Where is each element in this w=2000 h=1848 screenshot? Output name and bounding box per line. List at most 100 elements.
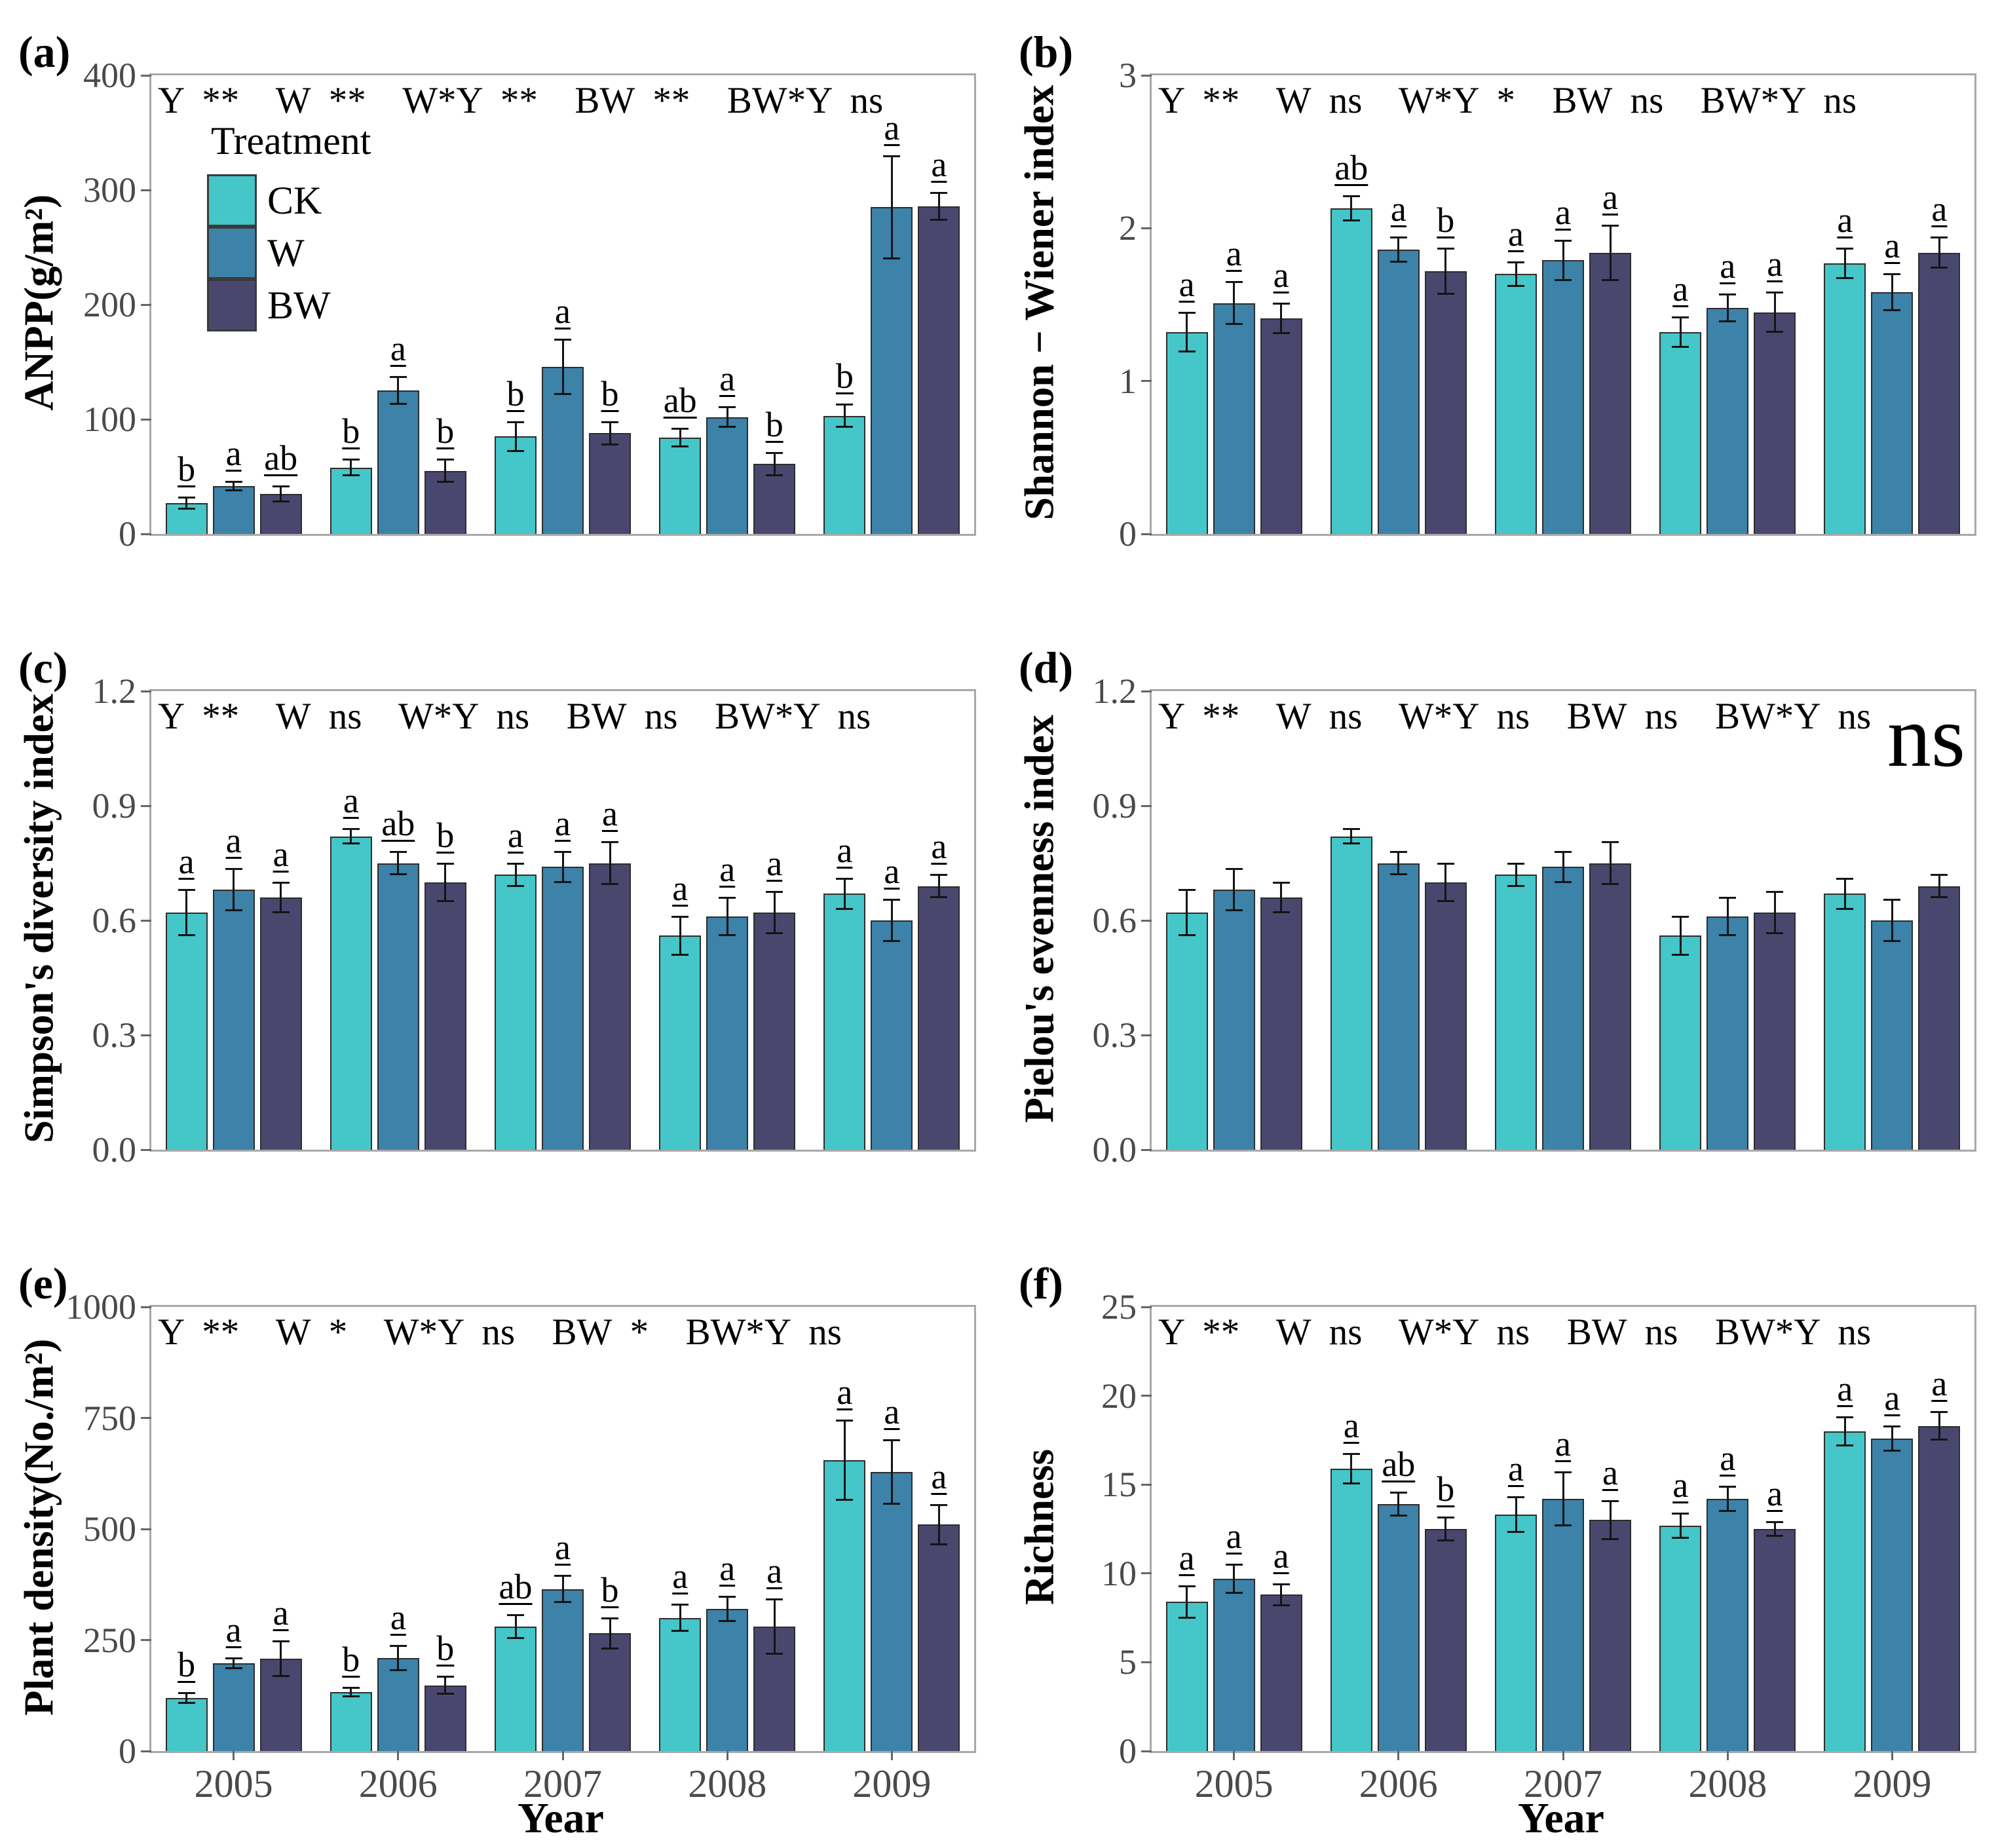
bar-w-2007	[1542, 867, 1584, 1150]
y-tick-mark	[1141, 919, 1152, 922]
error-bar	[843, 404, 846, 428]
significance-letter: a	[555, 291, 571, 331]
bar-w-2008	[1707, 1498, 1749, 1751]
significance-letter: ab	[499, 1566, 533, 1606]
panel-d: (d) Pielou's evenness index Y ** W ns W*…	[1000, 616, 2000, 1232]
error-bar-cap	[883, 1439, 901, 1442]
significance-letter: a	[1884, 1378, 1900, 1418]
bar-ck-2009	[823, 415, 866, 534]
y-tick-mark	[141, 1528, 151, 1530]
error-bar-cap	[1602, 224, 1619, 227]
error-bar	[679, 1604, 681, 1631]
error-bar-cap	[1437, 247, 1454, 250]
error-bar-cap	[554, 880, 571, 883]
significance-letter: a	[1602, 1452, 1618, 1492]
legend-label-ck: CK	[267, 178, 322, 222]
error-bar-cap	[1766, 1534, 1784, 1537]
significance-letter: a	[672, 1556, 689, 1596]
error-bar-cap	[1602, 1538, 1619, 1541]
y-tick-label: 0	[119, 1731, 136, 1771]
significance-letter: a	[931, 144, 947, 184]
significance-letter: a	[1226, 1517, 1242, 1556]
bar-ck-2008	[1659, 935, 1702, 1150]
error-bar-cap	[1931, 1411, 1948, 1413]
error-bar	[1233, 282, 1236, 325]
significance-letter: a	[390, 329, 406, 369]
error-bar	[1891, 1425, 1893, 1451]
bar-w-2009	[871, 207, 913, 534]
error-bar	[1280, 1584, 1283, 1606]
error-bar-cap	[1883, 898, 1901, 901]
error-bar-cap	[436, 1693, 454, 1695]
error-bar-cap	[766, 1653, 783, 1655]
error-bar	[1609, 1500, 1612, 1540]
error-bar	[1843, 1417, 1846, 1446]
error-bar-cap	[1507, 862, 1524, 865]
bar-ck-2008	[659, 1617, 702, 1751]
error-bar-cap	[178, 1701, 195, 1704]
significance-letter: a	[390, 1597, 406, 1637]
panel-f-plot-area: Y ** W ns W*Y ns BW ns BW*Y ns 0 5 10 15 20 2…	[1101, 1287, 1976, 1805]
error-bar	[280, 1640, 282, 1677]
error-bar-cap	[436, 481, 454, 483]
error-bar-cap	[342, 1695, 360, 1697]
x-tick-mark	[397, 1751, 400, 1760]
legend-label-w: W	[267, 231, 305, 274]
y-tick-label: 1	[1119, 361, 1137, 401]
error-bar-cap	[1602, 882, 1619, 885]
bar-w-2006	[377, 1657, 419, 1751]
error-bar	[280, 882, 282, 913]
error-bar-cap	[1437, 899, 1454, 902]
x-tick-label: 2007	[1524, 1762, 1602, 1805]
bar-ck-2009	[1824, 263, 1866, 534]
error-bar	[773, 1599, 776, 1655]
significance-letter: a	[1226, 234, 1242, 273]
y-tick-label: 250	[83, 1620, 136, 1660]
error-bar-cap	[1272, 881, 1290, 884]
bar-bw-2005	[1260, 897, 1302, 1150]
significance-letter: ab	[381, 804, 415, 843]
error-bar	[890, 155, 893, 259]
significance-letter: b	[835, 356, 854, 396]
error-bar-cap	[1931, 1439, 1948, 1441]
error-bar	[609, 421, 611, 445]
error-bar-cap	[671, 445, 689, 447]
bar-w-2009	[871, 920, 913, 1150]
bar-ck-2007	[1495, 274, 1537, 534]
error-bar-cap	[671, 1629, 689, 1632]
error-bar	[1350, 196, 1353, 221]
error-bar-cap	[601, 882, 618, 885]
bar-ck-2008	[1659, 1525, 1702, 1751]
error-bar	[444, 459, 447, 483]
significance-letter: a	[766, 1551, 783, 1591]
error-bar-cap	[1272, 332, 1290, 335]
error-bar	[514, 863, 517, 886]
error-bar	[726, 897, 728, 936]
error-bar	[1773, 292, 1776, 332]
panel-a-stats-annotation: Y ** W ** W*Y ** BW ** BW*Y ns	[158, 80, 884, 121]
panel-c-stats-annotation: Y ** W ns W*Y ns BW ns BW*Y ns	[158, 696, 871, 737]
error-bar-cap	[671, 953, 689, 956]
error-bar-cap	[1507, 884, 1524, 887]
error-bar-cap	[1836, 907, 1854, 910]
error-bar-cap	[1555, 851, 1572, 853]
error-bar-cap	[601, 841, 618, 844]
bar-bw-2008	[1754, 1529, 1796, 1751]
error-bar	[1397, 237, 1400, 262]
bar-ck-2009	[1824, 1431, 1866, 1751]
bar-w-2008	[1707, 307, 1749, 534]
legend-item-ck: CK	[207, 174, 371, 227]
y-tick-mark	[141, 1306, 151, 1308]
significance-letter: a	[1931, 189, 1948, 229]
error-bar	[726, 1596, 728, 1621]
error-bar	[397, 1645, 400, 1670]
bar-bw-2005	[1260, 318, 1302, 534]
bar-bw-2007	[1589, 863, 1631, 1150]
error-bar	[679, 916, 681, 955]
error-bar-cap	[1602, 1499, 1619, 1502]
y-tick-label: 10	[1101, 1553, 1137, 1593]
x-tick-mark	[233, 1751, 235, 1760]
error-bar-cap	[1672, 346, 1689, 349]
significance-letter: b	[436, 411, 455, 451]
x-tick-label: 2008	[688, 1762, 767, 1805]
